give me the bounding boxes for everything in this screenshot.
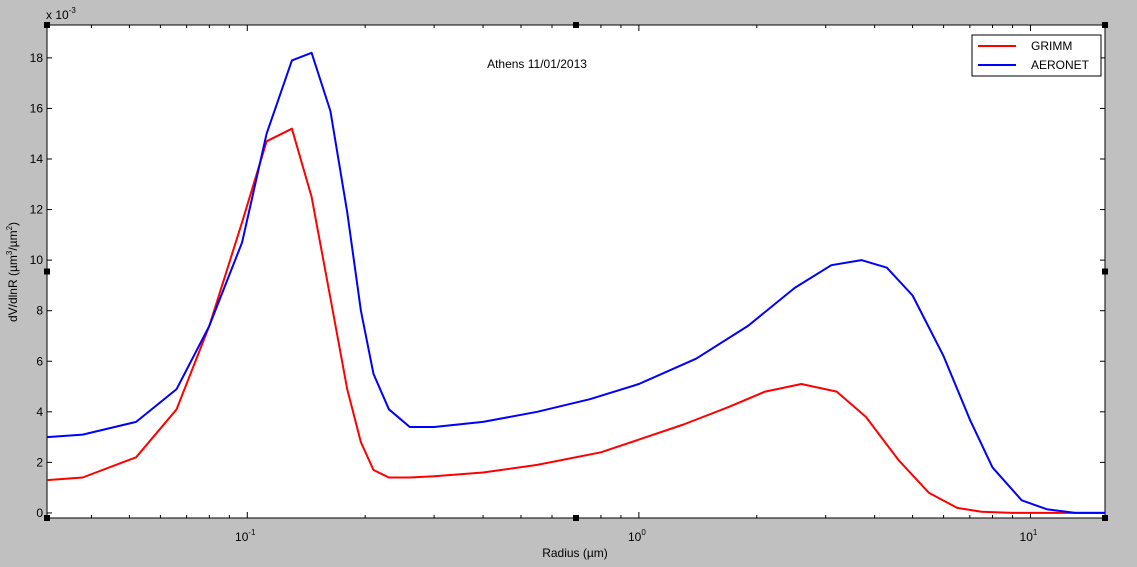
legend-label-aeronet: AERONET — [1031, 58, 1090, 72]
resize-handle[interactable] — [44, 515, 50, 521]
y-tick-label: 8 — [36, 304, 43, 318]
x-tick-labels: 10-1 100 101 — [235, 528, 1038, 544]
y-tick-label: 4 — [36, 405, 43, 419]
y-axis-label: dV/dlnR (µm3/µm2) — [5, 222, 20, 322]
chart-title: Athens 11/01/2013 — [487, 57, 587, 71]
resize-handle[interactable] — [1102, 22, 1108, 28]
series-line-aeronet — [46, 51, 1105, 514]
resize-handle[interactable] — [1102, 268, 1108, 275]
x-tick-label: 101 — [1020, 528, 1038, 544]
y-tick-label: 14 — [30, 152, 44, 166]
legend[interactable]: GRIMM AERONET — [971, 34, 1102, 77]
x-tick-label: 10-1 — [235, 528, 256, 544]
y-tick-label: 10 — [30, 253, 44, 267]
y-exponent-label: x 10-3 — [46, 6, 76, 22]
y-tick-label: 18 — [30, 51, 44, 65]
resize-handle[interactable] — [44, 22, 50, 28]
series-line-grimm — [46, 127, 1105, 514]
y-tick-label: 6 — [36, 354, 43, 368]
y-tick-label: 2 — [36, 455, 43, 469]
series-lines — [46, 51, 1105, 514]
legend-box — [971, 34, 1102, 77]
resize-handle[interactable] — [44, 268, 50, 275]
plot-area[interactable] — [46, 24, 1106, 519]
selection-handles[interactable] — [44, 22, 1108, 521]
legend-label-grimm: GRIMM — [1031, 39, 1072, 53]
y-tick-labels: 0 2 4 6 8 10 12 14 16 18 — [30, 51, 44, 520]
x-tick-label: 100 — [628, 528, 646, 544]
x-axis-label: Radius (µm) — [542, 546, 608, 560]
resize-handle[interactable] — [573, 22, 579, 28]
axes — [44, 22, 1108, 521]
resize-handle[interactable] — [573, 515, 579, 521]
y-tick-label: 12 — [30, 203, 44, 217]
y-tick-label: 16 — [30, 101, 44, 115]
tick-marks — [47, 25, 1105, 518]
resize-handle[interactable] — [1102, 515, 1108, 521]
y-tick-label: 0 — [36, 506, 43, 520]
